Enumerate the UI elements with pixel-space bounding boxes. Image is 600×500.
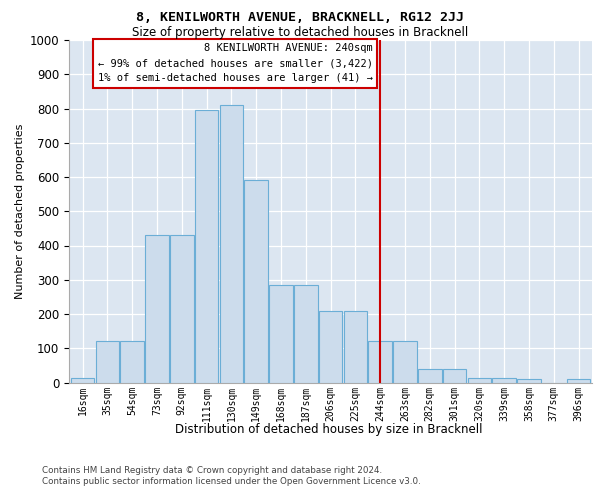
Bar xyxy=(71,378,94,382)
Bar xyxy=(393,342,417,382)
Bar xyxy=(418,369,442,382)
Bar xyxy=(195,110,218,382)
Bar xyxy=(368,342,392,382)
Bar xyxy=(493,378,516,382)
Text: Size of property relative to detached houses in Bracknell: Size of property relative to detached ho… xyxy=(132,26,468,39)
Bar xyxy=(517,379,541,382)
Text: 8, KENILWORTH AVENUE, BRACKNELL, RG12 2JJ: 8, KENILWORTH AVENUE, BRACKNELL, RG12 2J… xyxy=(136,11,464,24)
Text: Contains public sector information licensed under the Open Government Licence v3: Contains public sector information licen… xyxy=(42,478,421,486)
Bar xyxy=(220,105,243,382)
Bar xyxy=(567,379,590,382)
Text: Contains HM Land Registry data © Crown copyright and database right 2024.: Contains HM Land Registry data © Crown c… xyxy=(42,466,382,475)
Bar xyxy=(145,235,169,382)
Text: 8 KENILWORTH AVENUE: 240sqm
← 99% of detached houses are smaller (3,422)
1% of s: 8 KENILWORTH AVENUE: 240sqm ← 99% of det… xyxy=(98,44,373,83)
Bar xyxy=(294,285,317,382)
Bar xyxy=(95,342,119,382)
Text: Distribution of detached houses by size in Bracknell: Distribution of detached houses by size … xyxy=(175,422,482,436)
Bar xyxy=(269,285,293,382)
Bar xyxy=(244,180,268,382)
Bar xyxy=(443,369,466,382)
Bar xyxy=(170,235,194,382)
Bar xyxy=(319,310,343,382)
Bar xyxy=(344,310,367,382)
Bar xyxy=(121,342,144,382)
Bar xyxy=(467,378,491,382)
Y-axis label: Number of detached properties: Number of detached properties xyxy=(16,124,25,299)
